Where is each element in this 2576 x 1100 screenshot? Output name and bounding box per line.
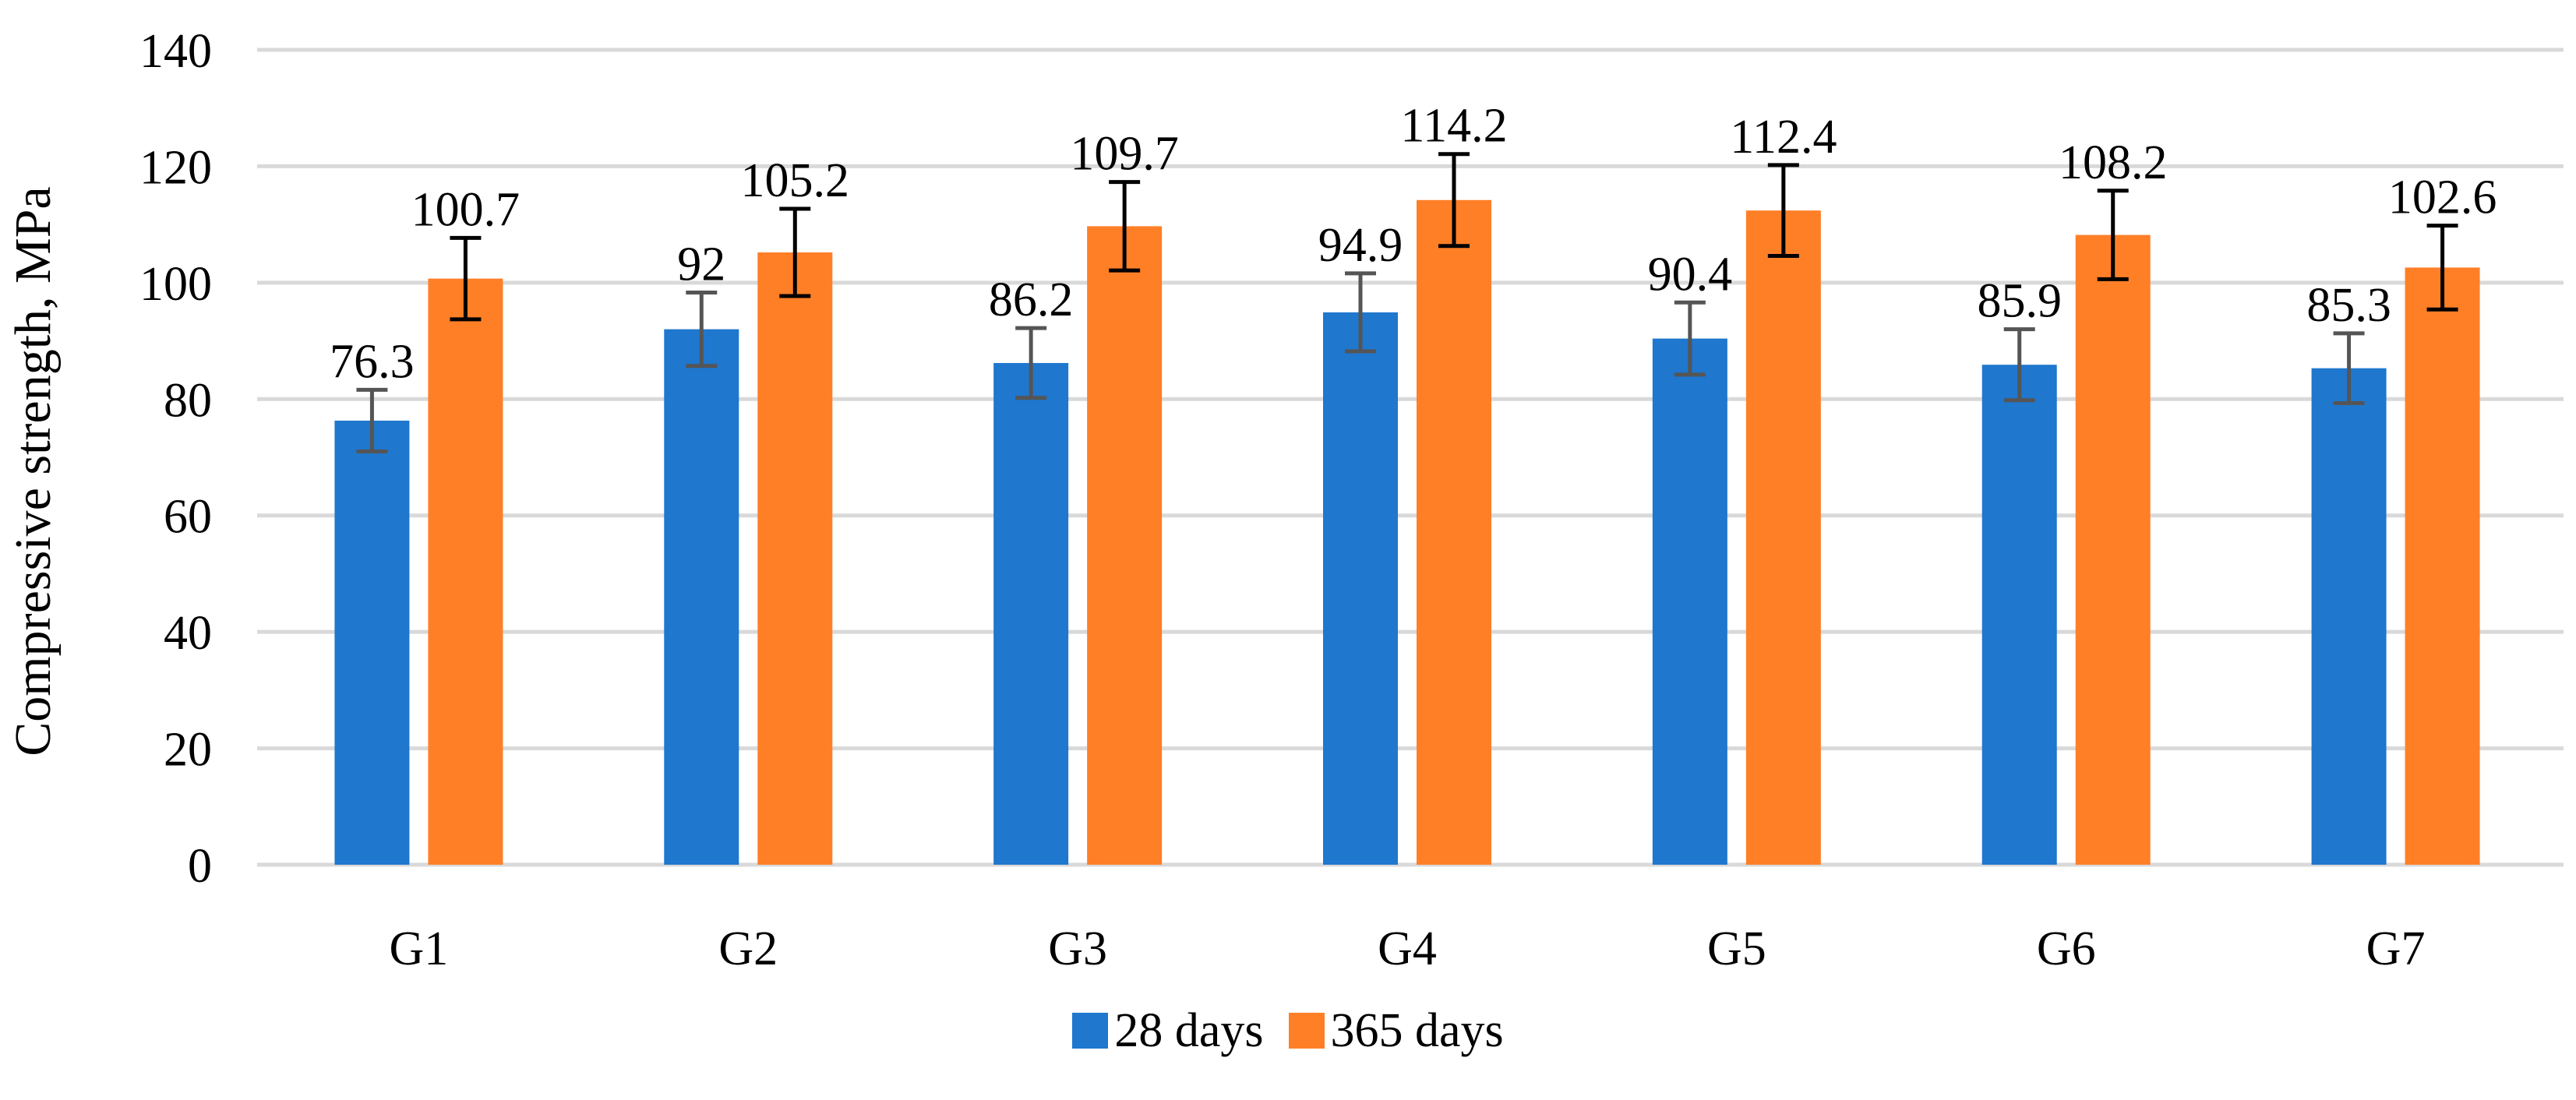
y-tick-label-120: 120 [139,141,212,194]
error-bar-g5-28-days [1674,300,1706,377]
data-label-g6-365-days: 108.2 [2059,136,2168,189]
y-tick-label-40: 40 [164,607,212,660]
error-bar-g4-365-days [1438,152,1470,249]
bar-g7-28-days [2311,368,2387,865]
x-tick-label-g5: G5 [1707,922,1766,975]
data-label-g3-28-days: 86.2 [989,273,1074,326]
legend-label-365-days: 365 days [1330,1004,1504,1057]
bar-g4-28-days [1323,312,1398,865]
error-bar-g2-28-days [686,291,718,368]
bar-g2-365-days [757,252,833,865]
x-axis-ticks: G1 G2 G3 G4 G5 G6 G7 [390,922,2426,975]
bar-g3-365-days [1087,226,1163,865]
legend-label-28-days: 28 days [1114,1004,1264,1057]
data-label-g1-365-days: 100.7 [411,183,520,236]
error-bar-g7-365-days [2426,224,2458,312]
x-tick-label-g3: G3 [1048,922,1107,975]
y-axis-title: Compressive strength, MPa [5,186,62,756]
bar-g2-28-days [664,329,739,866]
bar-g3-28-days [993,362,1069,865]
legend-item-28-days: 28 days [1072,1004,1264,1057]
error-bar-g7-28-days [2333,331,2365,406]
bar-g5-365-days [1745,210,1821,865]
y-tick-label-0: 0 [188,840,212,893]
error-bar-g3-28-days [1015,326,1047,400]
x-tick-label-g6: G6 [2037,922,2096,975]
data-label-g7-28-days: 85.3 [2306,279,2391,332]
data-label-g2-365-days: 105.2 [741,154,850,207]
bar-g6-365-days [2075,234,2151,865]
error-bar-g4-28-days [1345,271,1376,354]
x-tick-label-g4: G4 [1378,922,1437,975]
bar-g6-28-days [1981,365,2057,865]
error-bar-g6-365-days [2097,189,2129,281]
legend-swatch-28-days [1072,1013,1109,1049]
legend: 28 days 365 days [0,1007,2576,1055]
error-bar-g3-365-days [1109,180,1141,273]
data-label-g7-365-days: 102.6 [2388,171,2497,224]
data-label-g5-365-days: 112.4 [1730,111,1837,164]
data-labels: 76.3 100.7 92 105.2 86.2 109.7 94.9 114.2 90.4 11… [330,100,2497,389]
gridlines [257,48,2564,867]
data-label-g2-28-days: 92 [677,238,725,291]
data-label-g3-365-days: 109.7 [1070,128,1179,181]
data-label-g5-28-days: 90.4 [1648,248,1733,301]
bar-g1-365-days [428,278,503,865]
legend-swatch-365-days [1288,1013,1325,1049]
bar-g1-28-days [334,420,410,865]
x-tick-label-g2: G2 [718,922,778,975]
data-label-g6-28-days: 85.9 [1977,275,2062,328]
y-tick-label-60: 60 [164,491,212,544]
bar-g7-365-days [2405,267,2480,866]
x-tick-label-g1: G1 [390,922,449,975]
data-label-g1-28-days: 76.3 [330,335,415,388]
error-bar-g1-365-days [450,235,482,322]
error-bars [356,152,2458,454]
data-label-g4-365-days: 114.2 [1400,100,1507,153]
bar-g5-28-days [1652,338,1727,865]
error-bar-g5-365-days [1767,163,1799,258]
error-bar-g2-365-days [779,206,811,298]
y-tick-label-100: 100 [139,258,212,311]
legend-item-365-days: 365 days [1288,1004,1504,1057]
bar-g4-365-days [1417,199,1491,866]
bars [334,199,2480,866]
y-tick-label-80: 80 [164,374,212,427]
data-label-g4-28-days: 94.9 [1318,219,1403,272]
y-tick-label-140: 140 [139,25,212,78]
y-tick-label-20: 20 [164,724,212,777]
error-bar-g6-28-days [2003,327,2035,403]
x-tick-label-g7: G7 [2366,922,2426,975]
error-bar-g1-28-days [356,387,388,454]
y-axis-ticks: 0 20 40 60 80 100 120 140 [139,25,212,893]
